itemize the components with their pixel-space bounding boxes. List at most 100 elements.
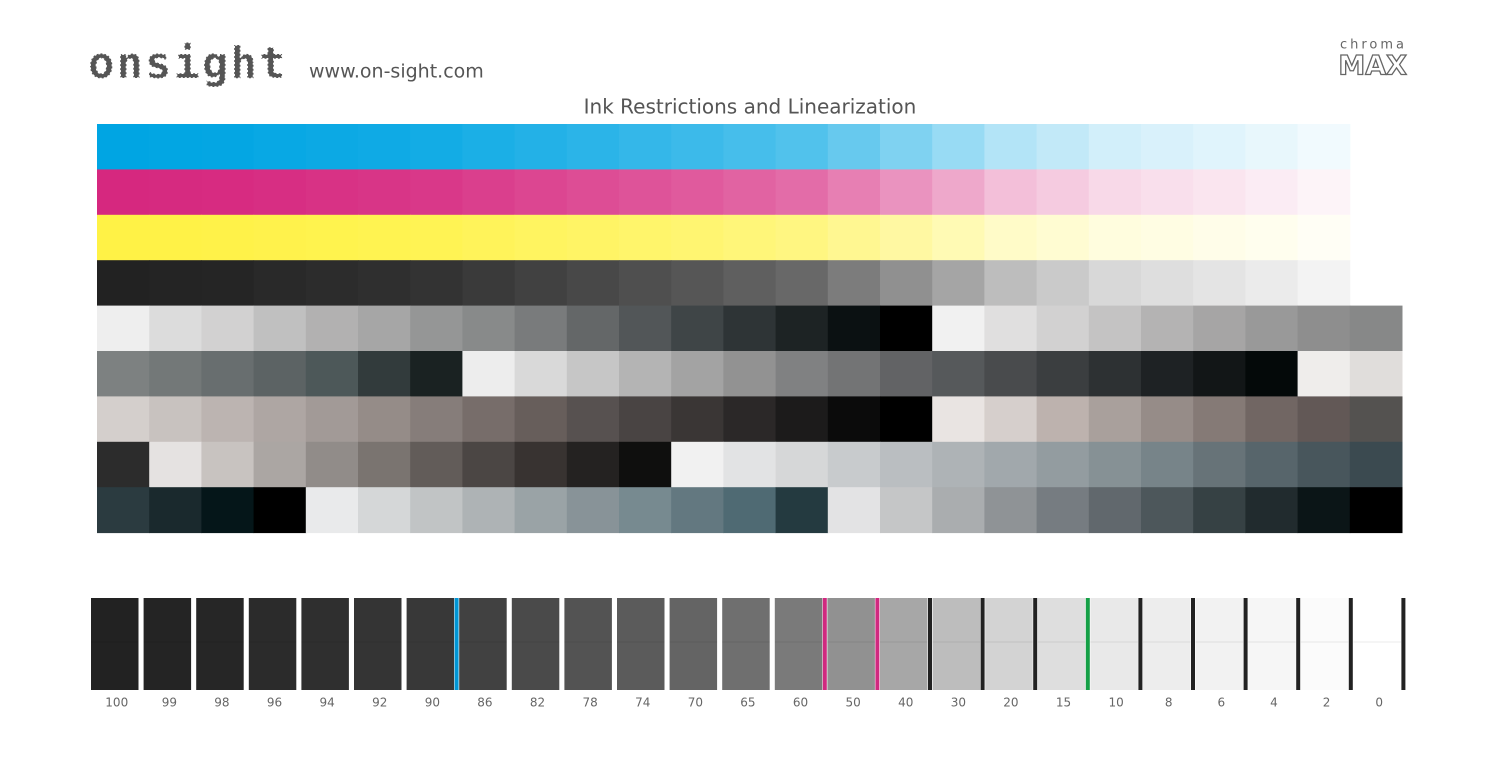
ink-patch [358,260,411,307]
gray-patch [514,487,568,534]
ink-patch [97,124,150,170]
gray-patch [1297,487,1351,534]
ink-patch [201,260,255,307]
ink-patch [932,214,985,261]
ink-patch [1141,214,1194,261]
scale-patch [932,598,981,690]
ink-patch [671,124,724,170]
ink-patch [723,169,777,216]
gray-patch [984,441,1038,488]
scale-patch [564,598,612,690]
ink-patch [984,214,1038,261]
ink-patch [1297,260,1351,307]
gray-patch [932,396,985,443]
scale-patch [459,598,507,690]
gray-patch [775,487,829,534]
scale-patch [1195,598,1244,690]
ink-patch [201,169,255,216]
gray-patch [1141,305,1194,352]
gray-patch [619,441,672,488]
ink-patch [305,260,359,307]
ink-patch [1193,214,1246,261]
scale-label: 74 [635,696,650,710]
scale-patch [985,598,1033,690]
gray-patch [775,305,829,352]
gray-patch [619,305,672,352]
scale-label: 0 [1375,696,1383,710]
scale-patch [406,598,455,690]
scale-patch [354,598,402,690]
scale-label: 40 [898,696,913,710]
gray-patch [149,305,202,352]
gray-patch [1349,441,1403,488]
ink-patch [671,169,724,216]
scale-patch [1248,598,1296,690]
scale-patch [880,598,928,690]
scale-label: 82 [530,696,545,710]
scale-label: 65 [740,696,755,710]
gray-patch [410,396,463,443]
gray-patch [1088,441,1142,488]
ink-patch [149,169,202,216]
gray-patch [984,396,1038,443]
ink-patch [358,124,411,170]
ink-patch [566,214,620,261]
separator [1191,598,1195,690]
gray-patch [305,305,359,352]
scale-patch [827,598,875,690]
scale-label: 10 [1109,696,1124,710]
scale-patch [1353,598,1401,690]
scale-patch [143,598,192,690]
gray-patch [462,305,516,352]
ink-patch [410,124,463,170]
gray-patch [514,305,568,352]
gray-patch [253,396,307,443]
separator [875,598,880,690]
gray-patch [619,351,672,397]
logo: onsight [88,38,287,89]
ink-patch [1297,214,1351,261]
gray-patch [566,351,620,397]
scale-label: 100 [105,696,128,710]
gray-patch [1036,441,1090,488]
gray-patch [984,305,1038,352]
gray-patch [932,305,985,352]
ink-patch [358,169,411,216]
scale-patch [511,598,560,690]
ink-patch [253,260,307,307]
scale-label: 4 [1270,696,1278,710]
gray-patch [1245,441,1299,488]
ink-patch [932,169,985,216]
scale-patch [1143,598,1191,690]
scale-label: 86 [477,696,492,710]
scale-label: 2 [1323,696,1331,710]
gray-patch [253,351,307,397]
gray-patch [1141,487,1194,534]
website-url: www.on-sight.com [309,61,484,83]
gray-patch [932,487,985,534]
ink-patch [462,124,516,170]
gray-patch [1036,487,1090,534]
gray-patch [1245,351,1299,397]
gray-patch [358,396,411,443]
gray-patch [97,305,150,352]
ink-patch [827,124,881,170]
gray-patch [984,351,1038,397]
brand-large: MAX [1338,51,1407,82]
gray-patch [149,487,202,534]
ink-patch [149,124,202,170]
gray-patch [514,441,568,488]
gray-patch [723,351,777,397]
gray-patch [1141,351,1194,397]
ink-patch [1245,124,1299,170]
gray-patch [1193,441,1246,488]
scale-patch [1300,598,1349,690]
gray-patch [932,441,985,488]
ink-patch [984,169,1038,216]
gray-patch [984,487,1038,534]
scale-patch [1090,598,1138,690]
gray-patch [1297,305,1351,352]
gray-patch [1193,305,1246,352]
scale-label: 96 [267,696,282,710]
scale-patch [248,598,297,690]
